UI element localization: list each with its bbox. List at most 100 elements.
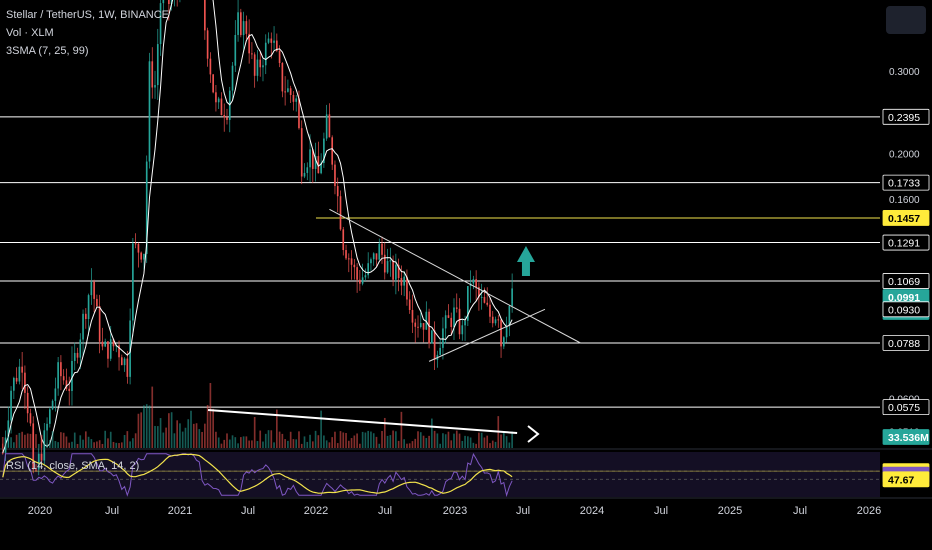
volume-bar: [37, 443, 40, 448]
candle-body: [204, 0, 206, 31]
candle-body: [478, 287, 480, 298]
candle-body: [107, 341, 109, 359]
candle-body: [472, 279, 475, 284]
candle-body: [37, 453, 40, 470]
price-tag: [882, 273, 930, 289]
volume-bar: [251, 440, 253, 448]
volume-bar: [104, 430, 107, 448]
candle-body: [46, 423, 48, 431]
time-tick-label: Jul: [516, 505, 530, 517]
volume-bar: [242, 436, 245, 448]
candle-body: [381, 243, 383, 255]
volume-bar: [336, 443, 339, 448]
candle-body: [162, 0, 165, 4]
candle-body: [209, 58, 212, 75]
candle-body: [486, 302, 489, 305]
candle-body: [140, 252, 143, 260]
candle-body: [93, 281, 95, 299]
candle-body: [84, 313, 87, 320]
volume-bar: [411, 441, 414, 448]
volume-bar: [7, 436, 10, 448]
volume-bar: [68, 442, 71, 448]
candle-body: [367, 263, 370, 276]
candle-body: [54, 388, 57, 401]
candle-body: [18, 366, 21, 382]
volume-bar: [475, 443, 477, 448]
volume-bar: [181, 431, 184, 448]
volume-bar: [112, 441, 115, 448]
volume-bar: [397, 440, 400, 448]
price-tag: [882, 174, 930, 191]
candle-body: [120, 357, 123, 366]
candle-body: [112, 339, 115, 347]
price-tag: [882, 108, 930, 125]
time-tick-label: 2026: [857, 505, 881, 517]
candle-body: [353, 264, 356, 268]
candle-body: [96, 298, 98, 307]
candle-body: [76, 352, 79, 358]
price-tag-label: 0.0788: [888, 338, 920, 350]
volume-bar: [212, 408, 214, 448]
volume-bar: [361, 431, 364, 448]
candle-body: [408, 299, 411, 310]
candle-body: [295, 98, 298, 102]
volume-bar: [331, 437, 334, 448]
candle-body: [287, 88, 289, 92]
candle-body: [273, 40, 275, 43]
volume-bar: [491, 440, 494, 448]
volume-bar: [40, 435, 43, 448]
candle-body: [48, 409, 51, 424]
candle-body: [450, 317, 453, 328]
candle-body: [215, 92, 217, 103]
volume-bar: [436, 433, 439, 448]
volume-bar: [98, 440, 101, 448]
volume-bar: [298, 431, 300, 448]
volume-bar: [353, 435, 356, 448]
candle-body: [29, 413, 32, 424]
candle-body: [275, 40, 278, 51]
time-tick-label: 2025: [718, 505, 742, 517]
candle-body: [372, 253, 375, 260]
candle-body: [406, 276, 408, 300]
candle-body: [292, 94, 295, 102]
candle-body: [361, 277, 364, 284]
volume-bar: [334, 431, 336, 448]
volume-bar: [154, 425, 156, 448]
candle-body: [71, 360, 73, 392]
candle-body: [453, 307, 455, 328]
breakout-up-arrow: [516, 246, 535, 276]
candle-body: [87, 295, 90, 320]
volume-bar: [320, 410, 322, 448]
price-tag: [882, 301, 930, 318]
chart-settings-button[interactable]: [886, 6, 926, 34]
candle-body: [15, 377, 18, 382]
volume-bar: [403, 439, 405, 448]
price-tag-label: 33.536M: [888, 432, 929, 444]
candle-body: [400, 278, 403, 286]
candle-body: [245, 21, 248, 34]
volume-bar: [234, 437, 237, 448]
candle-body: [386, 261, 389, 273]
candle-body: [306, 167, 309, 173]
candle-body: [309, 149, 311, 168]
volume-bar: [256, 441, 259, 448]
volume-bar: [425, 438, 428, 448]
candle-body: [347, 258, 350, 260]
candle-body: [323, 138, 325, 164]
candle-body: [403, 276, 405, 286]
candle-body: [82, 313, 84, 340]
price-tag: [882, 210, 930, 226]
volume-bar: [406, 443, 408, 448]
candle-body: [79, 339, 82, 358]
candle-body: [455, 307, 458, 309]
volume-bar: [467, 436, 469, 448]
volume-bar: [442, 433, 444, 448]
volume-bar: [115, 442, 118, 448]
volume-bar: [226, 433, 228, 448]
candle-body: [251, 53, 253, 55]
volume-bar: [176, 420, 178, 448]
volume-bar: [508, 442, 511, 448]
rsi-tag: [882, 471, 930, 488]
